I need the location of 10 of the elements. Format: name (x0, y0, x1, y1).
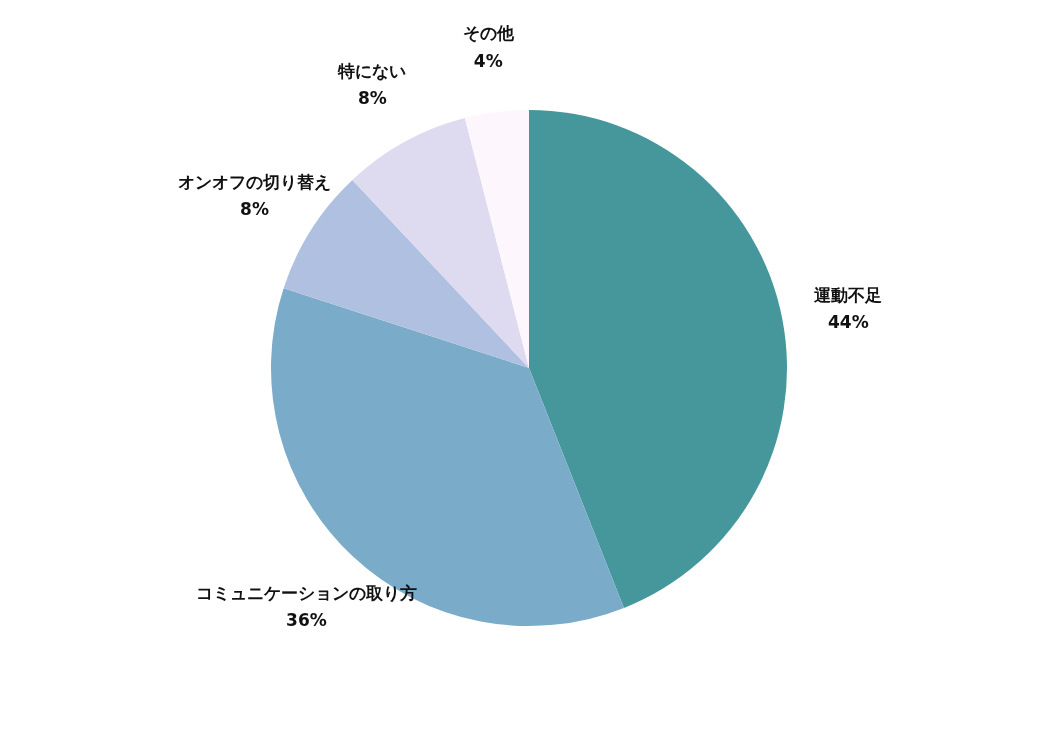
data-label: 36% (286, 610, 327, 631)
data-label: 8% (357, 88, 387, 109)
slice-label: コミュニケーションの取り方 (195, 582, 417, 603)
data-label: 4% (473, 50, 503, 71)
slice-label: オンオフの切り替え (178, 171, 332, 192)
slice-label: その他 (462, 23, 515, 44)
slice-label: 特にない (337, 61, 407, 82)
slice-label: 運動不足 (813, 285, 883, 306)
data-label: 8% (240, 199, 269, 220)
data-label: 44% (827, 312, 869, 333)
